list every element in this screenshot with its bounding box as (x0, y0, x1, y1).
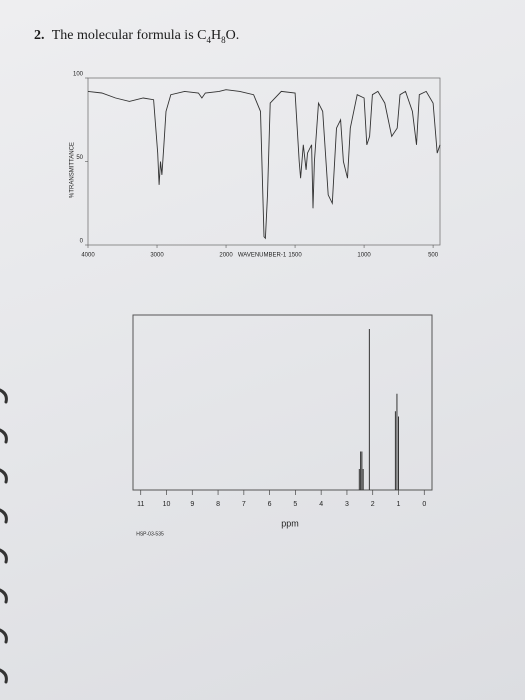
x-tick-label: 11 (137, 501, 144, 508)
spectrum-id: HSP-03-535 (136, 531, 164, 537)
x-tick-label: 5 (293, 501, 297, 508)
x-tick-label: 2000 (219, 253, 233, 259)
ir-frame (87, 77, 441, 246)
ring (0, 428, 8, 444)
x-tick-label: 1 (397, 501, 401, 508)
x-tick-label: 1000 (357, 253, 371, 259)
ring (0, 388, 8, 404)
x-tick-label: 4 (319, 501, 323, 508)
ring (0, 628, 8, 644)
ring (0, 508, 8, 524)
formula-part: C (197, 28, 207, 43)
x-tick-label: 10 (163, 501, 171, 508)
x-tick-label: 3 (345, 501, 349, 508)
x-tick-label: 7 (242, 501, 246, 508)
y-tick-label: 50 (76, 155, 83, 161)
x-tick-label: 500 (428, 253, 439, 259)
x-axis-label: WAVENUMBER-1 (238, 253, 287, 259)
formula: C4H8O. (197, 28, 240, 45)
ring (0, 468, 8, 484)
question-number: 2. (34, 28, 45, 43)
ring (0, 668, 8, 684)
y-tick-label: 0 (80, 239, 84, 245)
x-tick-label: 1500 (288, 253, 302, 259)
formula-part: O. (225, 28, 240, 43)
spectrum-line (87, 89, 441, 240)
ring (0, 548, 8, 564)
x-tick-label: 3000 (150, 253, 164, 259)
nmr-frame (132, 314, 433, 491)
x-tick-label: 2 (371, 501, 375, 508)
x-tick-label: 4000 (81, 253, 95, 259)
ring (0, 588, 8, 604)
x-tick-label: 8 (216, 501, 220, 508)
formula-part: H (211, 28, 222, 43)
x-tick-label: 9 (190, 501, 194, 508)
y-tick-label: 100 (73, 72, 84, 78)
y-axis-label: %TRANSMITTANCE (70, 142, 76, 198)
x-tick-label: 0 (422, 501, 426, 508)
formula-subscript: 8 (221, 34, 226, 45)
question: 2. The molecular formula is C4H8O. (34, 28, 239, 45)
formula-subscript: 4 (206, 34, 212, 45)
x-axis-label: ppm (281, 518, 299, 528)
question-text: The molecular formula is (51, 28, 194, 43)
binding-rings (0, 388, 8, 684)
x-tick-label: 6 (268, 501, 272, 508)
